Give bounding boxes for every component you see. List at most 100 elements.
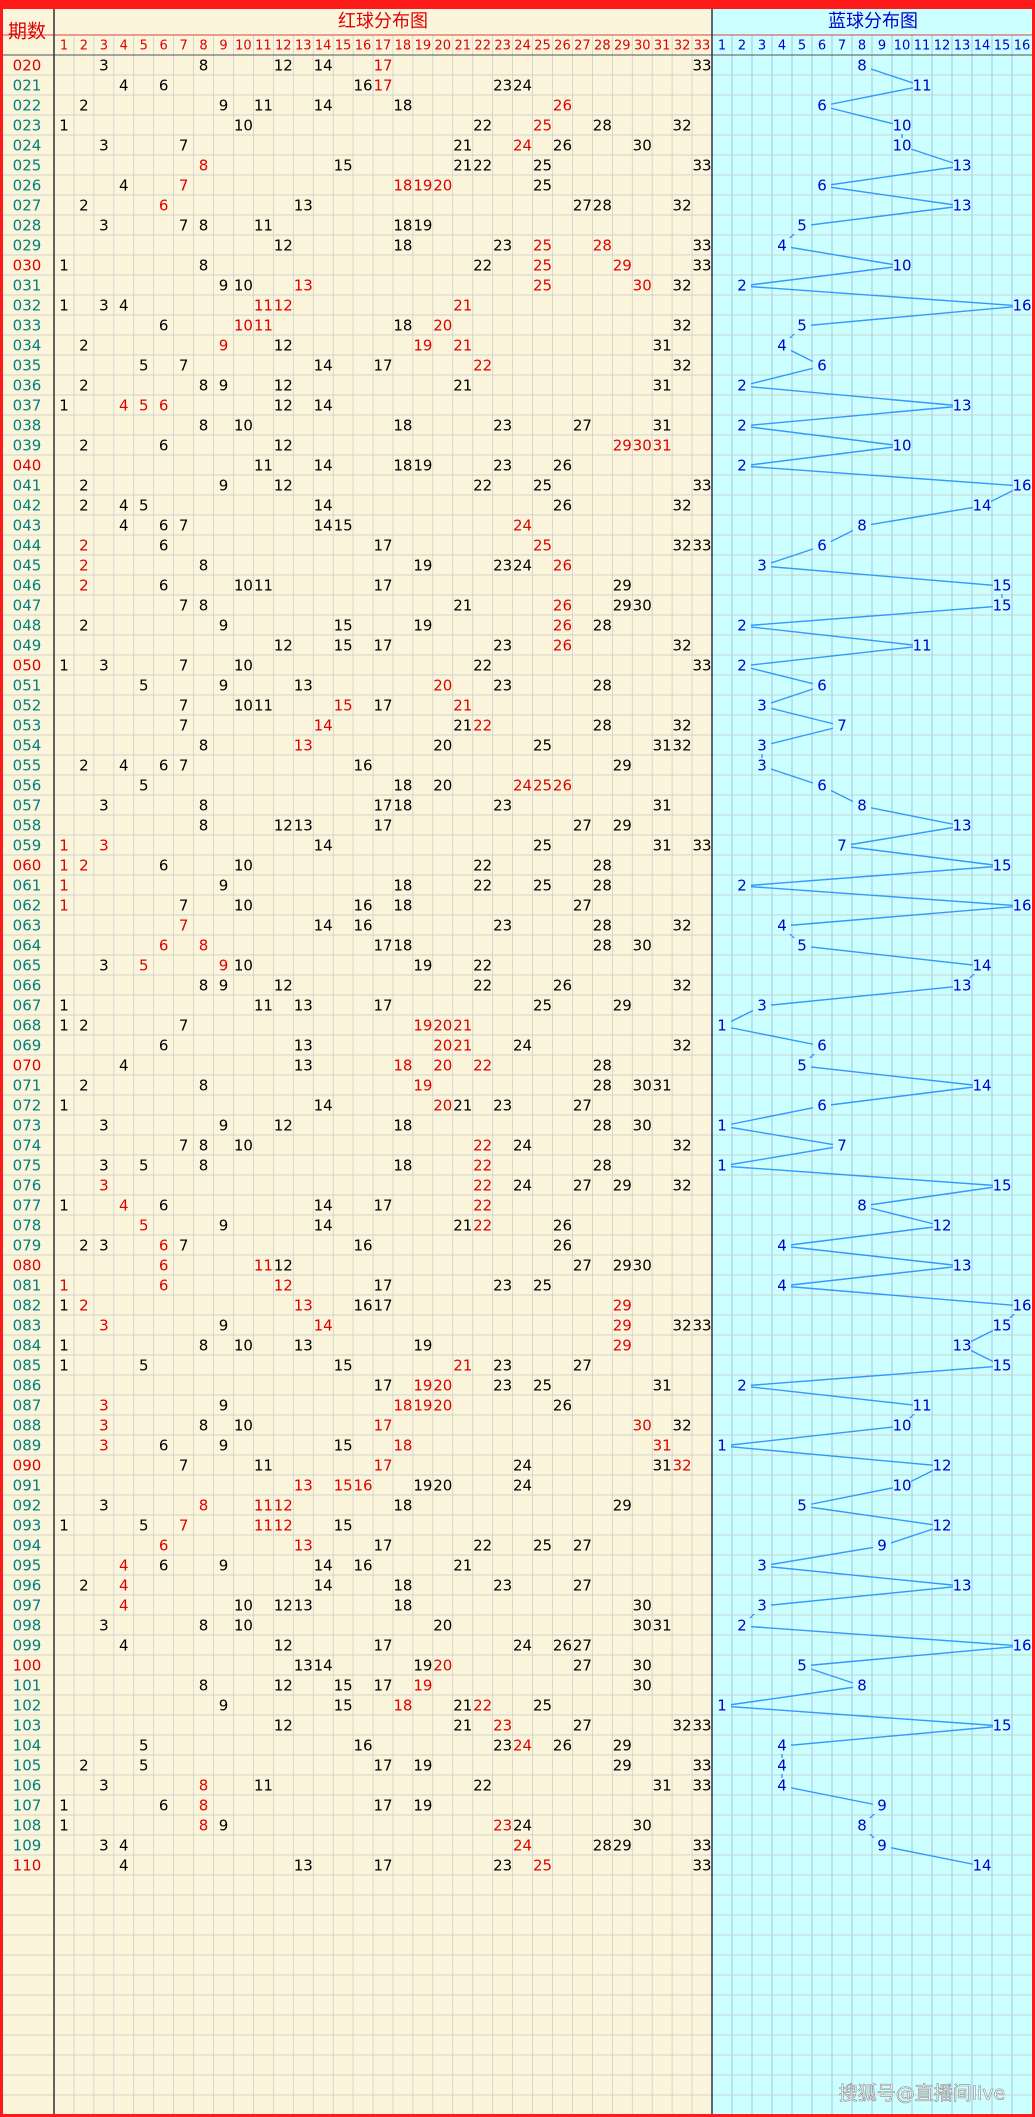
red-ball: 25 xyxy=(533,1857,552,1875)
blue-ball-bg xyxy=(993,1178,1011,1194)
red-ball: 12 xyxy=(274,1277,293,1295)
period-label: 095 xyxy=(13,1557,42,1575)
red-ball: 32 xyxy=(673,357,692,375)
blue-ball: 15 xyxy=(992,577,1011,595)
blue-ball: 12 xyxy=(932,1457,951,1475)
red-ball: 15 xyxy=(334,617,353,635)
blue-column-number: 1 xyxy=(718,39,726,54)
red-ball: 11 xyxy=(254,577,273,595)
red-column-number: 29 xyxy=(614,39,631,54)
blue-ball-bg xyxy=(933,1518,951,1534)
red-ball: 28 xyxy=(593,1057,612,1075)
red-ball: 26 xyxy=(553,1217,572,1235)
red-ball: 33 xyxy=(692,837,711,855)
red-ball: 26 xyxy=(553,97,572,115)
red-ball: 17 xyxy=(373,537,392,555)
red-column-number: 1 xyxy=(60,39,68,54)
red-ball: 32 xyxy=(673,537,692,555)
red-ball: 10 xyxy=(234,897,253,915)
red-ball: 27 xyxy=(573,1717,592,1735)
red-area-bg xyxy=(54,0,712,2117)
blue-ball-bg xyxy=(853,518,871,534)
period-label: 090 xyxy=(13,1457,42,1475)
red-ball: 5 xyxy=(139,777,149,795)
red-ball: 22 xyxy=(473,1217,492,1235)
blue-ball: 9 xyxy=(877,1537,887,1555)
red-ball: 7 xyxy=(179,757,189,775)
red-ball: 10 xyxy=(234,1137,253,1155)
red-ball: 7 xyxy=(179,1237,189,1255)
red-ball: 6 xyxy=(159,197,169,215)
red-ball: 15 xyxy=(334,1677,353,1695)
red-ball: 8 xyxy=(199,1077,209,1095)
blue-ball-bg xyxy=(893,438,911,454)
red-ball: 24 xyxy=(513,1037,532,1055)
red-ball: 29 xyxy=(613,1297,632,1315)
red-ball: 26 xyxy=(553,1237,572,1255)
red-ball: 20 xyxy=(433,317,452,335)
red-ball: 9 xyxy=(219,617,229,635)
red-ball: 28 xyxy=(593,917,612,935)
blue-ball-bg xyxy=(853,1198,871,1214)
red-ball: 15 xyxy=(334,517,353,535)
red-ball: 26 xyxy=(553,777,572,795)
blue-ball-bg xyxy=(993,578,1011,594)
red-ball: 17 xyxy=(373,1677,392,1695)
red-ball: 16 xyxy=(354,757,373,775)
red-ball: 32 xyxy=(673,497,692,515)
red-ball: 29 xyxy=(613,1757,632,1775)
blue-ball: 2 xyxy=(737,417,747,435)
blue-ball-bg xyxy=(953,158,971,174)
blue-ball: 15 xyxy=(992,1717,1011,1735)
red-column-number: 25 xyxy=(534,39,551,54)
red-ball: 26 xyxy=(553,1737,572,1755)
red-ball: 12 xyxy=(274,297,293,315)
red-ball: 7 xyxy=(179,1517,189,1535)
red-ball: 8 xyxy=(199,817,209,835)
red-ball: 21 xyxy=(453,297,472,315)
red-ball: 7 xyxy=(179,177,189,195)
blue-ball-bg xyxy=(873,1538,891,1554)
period-label: 070 xyxy=(13,1057,42,1075)
red-ball: 8 xyxy=(199,1677,209,1695)
red-ball: 23 xyxy=(493,1097,512,1115)
red-column-number: 9 xyxy=(219,39,227,54)
red-ball: 32 xyxy=(673,1317,692,1335)
period-label: 072 xyxy=(13,1097,42,1115)
red-ball: 23 xyxy=(493,1357,512,1375)
red-ball: 17 xyxy=(373,1757,392,1775)
red-ball: 23 xyxy=(493,417,512,435)
red-ball: 6 xyxy=(159,1237,169,1255)
red-ball: 19 xyxy=(413,1657,432,1675)
red-ball: 14 xyxy=(314,497,333,515)
red-ball: 17 xyxy=(373,357,392,375)
red-ball: 17 xyxy=(373,1377,392,1395)
period-label: 075 xyxy=(13,1157,42,1175)
red-ball: 18 xyxy=(393,1497,412,1515)
red-ball: 32 xyxy=(673,277,692,295)
blue-ball: 6 xyxy=(817,1037,827,1055)
red-ball: 1 xyxy=(59,1517,69,1535)
red-ball: 11 xyxy=(254,1457,273,1475)
red-ball: 6 xyxy=(159,397,169,415)
red-ball: 29 xyxy=(613,817,632,835)
red-ball: 4 xyxy=(119,297,129,315)
period-label: 107 xyxy=(13,1797,42,1815)
red-ball: 6 xyxy=(159,537,169,555)
red-ball: 25 xyxy=(533,257,552,275)
red-ball: 5 xyxy=(139,497,149,515)
blue-ball: 3 xyxy=(757,737,767,755)
period-label: 080 xyxy=(13,1257,42,1275)
red-ball: 3 xyxy=(99,137,109,155)
blue-ball-bg xyxy=(813,1038,831,1054)
red-ball: 10 xyxy=(234,697,253,715)
red-ball: 21 xyxy=(453,1037,472,1055)
blue-ball: 2 xyxy=(737,457,747,475)
red-ball: 6 xyxy=(159,1277,169,1295)
blue-ball-bg xyxy=(733,378,751,394)
blue-ball: 8 xyxy=(857,57,867,75)
blue-column-number: 7 xyxy=(838,39,846,54)
blue-column-number: 16 xyxy=(1014,39,1031,54)
red-ball: 17 xyxy=(373,1277,392,1295)
red-ball: 25 xyxy=(533,537,552,555)
